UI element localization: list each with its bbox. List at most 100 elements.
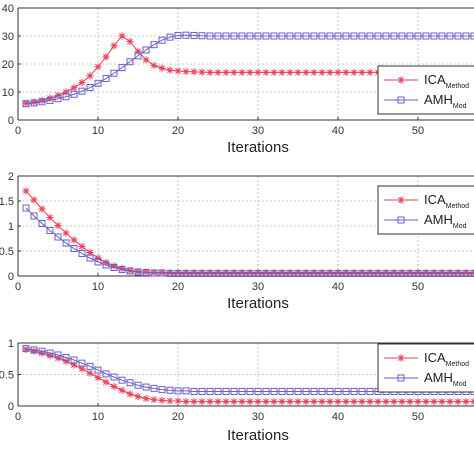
data-point-amh xyxy=(470,270,474,277)
data-point-amh xyxy=(214,270,222,277)
data-point-ica xyxy=(70,84,78,92)
data-point-amh xyxy=(222,32,230,40)
y-tick-label: 0 xyxy=(8,271,14,283)
data-point-amh xyxy=(254,270,262,277)
data-point-ica xyxy=(110,382,118,391)
data-point-amh xyxy=(158,36,166,44)
data-point-amh xyxy=(342,32,350,40)
data-point-ica xyxy=(142,56,150,64)
data-point-amh xyxy=(254,32,262,40)
data-point-ica xyxy=(294,397,302,406)
data-point-ica xyxy=(310,268,318,277)
data-point-ica xyxy=(38,96,46,104)
data-point-amh xyxy=(350,32,358,40)
data-point-ica xyxy=(190,397,198,406)
data-point-ica xyxy=(206,68,214,76)
legend-marker xyxy=(397,96,405,104)
data-point-ica xyxy=(358,68,366,76)
y-tick-label: 1 xyxy=(8,338,14,350)
data-point-ica xyxy=(342,68,350,76)
data-point-amh xyxy=(198,270,206,277)
data-point-ica xyxy=(158,64,166,72)
data-point-ica xyxy=(126,38,134,46)
data-point-amh xyxy=(198,388,206,396)
data-point-amh xyxy=(94,366,102,374)
data-point-amh xyxy=(190,31,198,39)
data-point-amh xyxy=(158,386,166,394)
data-point-amh xyxy=(198,32,206,40)
data-point-ica xyxy=(438,268,446,277)
data-point-amh xyxy=(430,270,438,277)
data-point-ica xyxy=(286,68,294,76)
data-point-ica xyxy=(398,397,406,406)
data-point-amh xyxy=(278,32,286,40)
data-point-amh xyxy=(318,270,326,277)
data-point-ica xyxy=(38,205,46,213)
data-point-ica xyxy=(454,268,462,277)
data-point-amh xyxy=(206,270,214,277)
data-point-ica xyxy=(118,32,126,40)
data-point-ica xyxy=(262,68,270,76)
data-point-ica xyxy=(278,268,286,277)
legend-marker xyxy=(397,196,405,204)
data-point-ica xyxy=(254,68,262,76)
data-point-amh xyxy=(174,270,182,277)
data-point-amh xyxy=(126,267,134,275)
data-point-ica xyxy=(230,397,238,406)
data-point-ica xyxy=(446,397,454,406)
data-point-ica xyxy=(214,397,222,406)
data-point-ica xyxy=(358,397,366,406)
data-point-ica xyxy=(366,268,374,277)
series-amh xyxy=(22,204,474,277)
x-tick-label: 20 xyxy=(172,125,184,137)
data-point-ica xyxy=(222,268,230,277)
data-point-ica xyxy=(222,397,230,406)
data-point-amh xyxy=(390,32,398,40)
data-point-ica xyxy=(30,98,38,106)
data-point-amh xyxy=(62,353,70,361)
y-tick-label: 20 xyxy=(2,59,14,71)
data-point-amh xyxy=(78,87,86,95)
data-point-ica xyxy=(318,397,326,406)
x-tick-label: 40 xyxy=(332,281,344,293)
data-point-ica xyxy=(414,268,422,277)
data-point-amh xyxy=(422,32,430,40)
data-point-ica xyxy=(22,187,30,195)
legend-label: AMHMod xyxy=(424,92,467,110)
data-point-ica xyxy=(94,374,102,382)
data-point-ica xyxy=(166,66,174,74)
data-point-amh xyxy=(182,387,190,395)
data-point-amh xyxy=(326,270,334,277)
data-point-amh xyxy=(430,32,438,40)
data-point-ica xyxy=(310,68,318,76)
data-point-amh xyxy=(134,52,142,60)
data-point-amh xyxy=(30,346,38,354)
data-point-ica xyxy=(198,68,206,76)
data-point-ica xyxy=(254,397,262,406)
data-point-amh xyxy=(118,64,126,72)
data-point-ica xyxy=(134,47,142,55)
data-point-ica xyxy=(78,242,86,251)
data-point-ica xyxy=(30,347,38,355)
data-point-amh xyxy=(406,32,414,40)
data-point-amh xyxy=(30,212,38,220)
x-tick-label: 50 xyxy=(412,125,424,137)
data-point-amh xyxy=(358,388,366,396)
data-point-ica xyxy=(382,268,390,277)
data-point-ica xyxy=(334,68,342,76)
legend-label: AMHMod xyxy=(424,212,467,230)
data-point-ica xyxy=(110,262,118,270)
data-point-amh xyxy=(382,270,390,277)
data-point-ica xyxy=(182,397,190,406)
data-point-ica xyxy=(422,397,430,406)
data-point-amh xyxy=(54,233,62,241)
data-point-ica xyxy=(62,88,70,96)
y-tick-label: 0.5 xyxy=(0,370,14,382)
data-point-amh xyxy=(262,388,270,396)
data-point-ica xyxy=(78,78,86,87)
data-point-ica xyxy=(350,68,358,76)
data-point-ica xyxy=(198,268,206,277)
data-point-ica xyxy=(430,397,438,406)
data-point-ica xyxy=(430,268,438,277)
data-point-amh xyxy=(86,84,94,92)
